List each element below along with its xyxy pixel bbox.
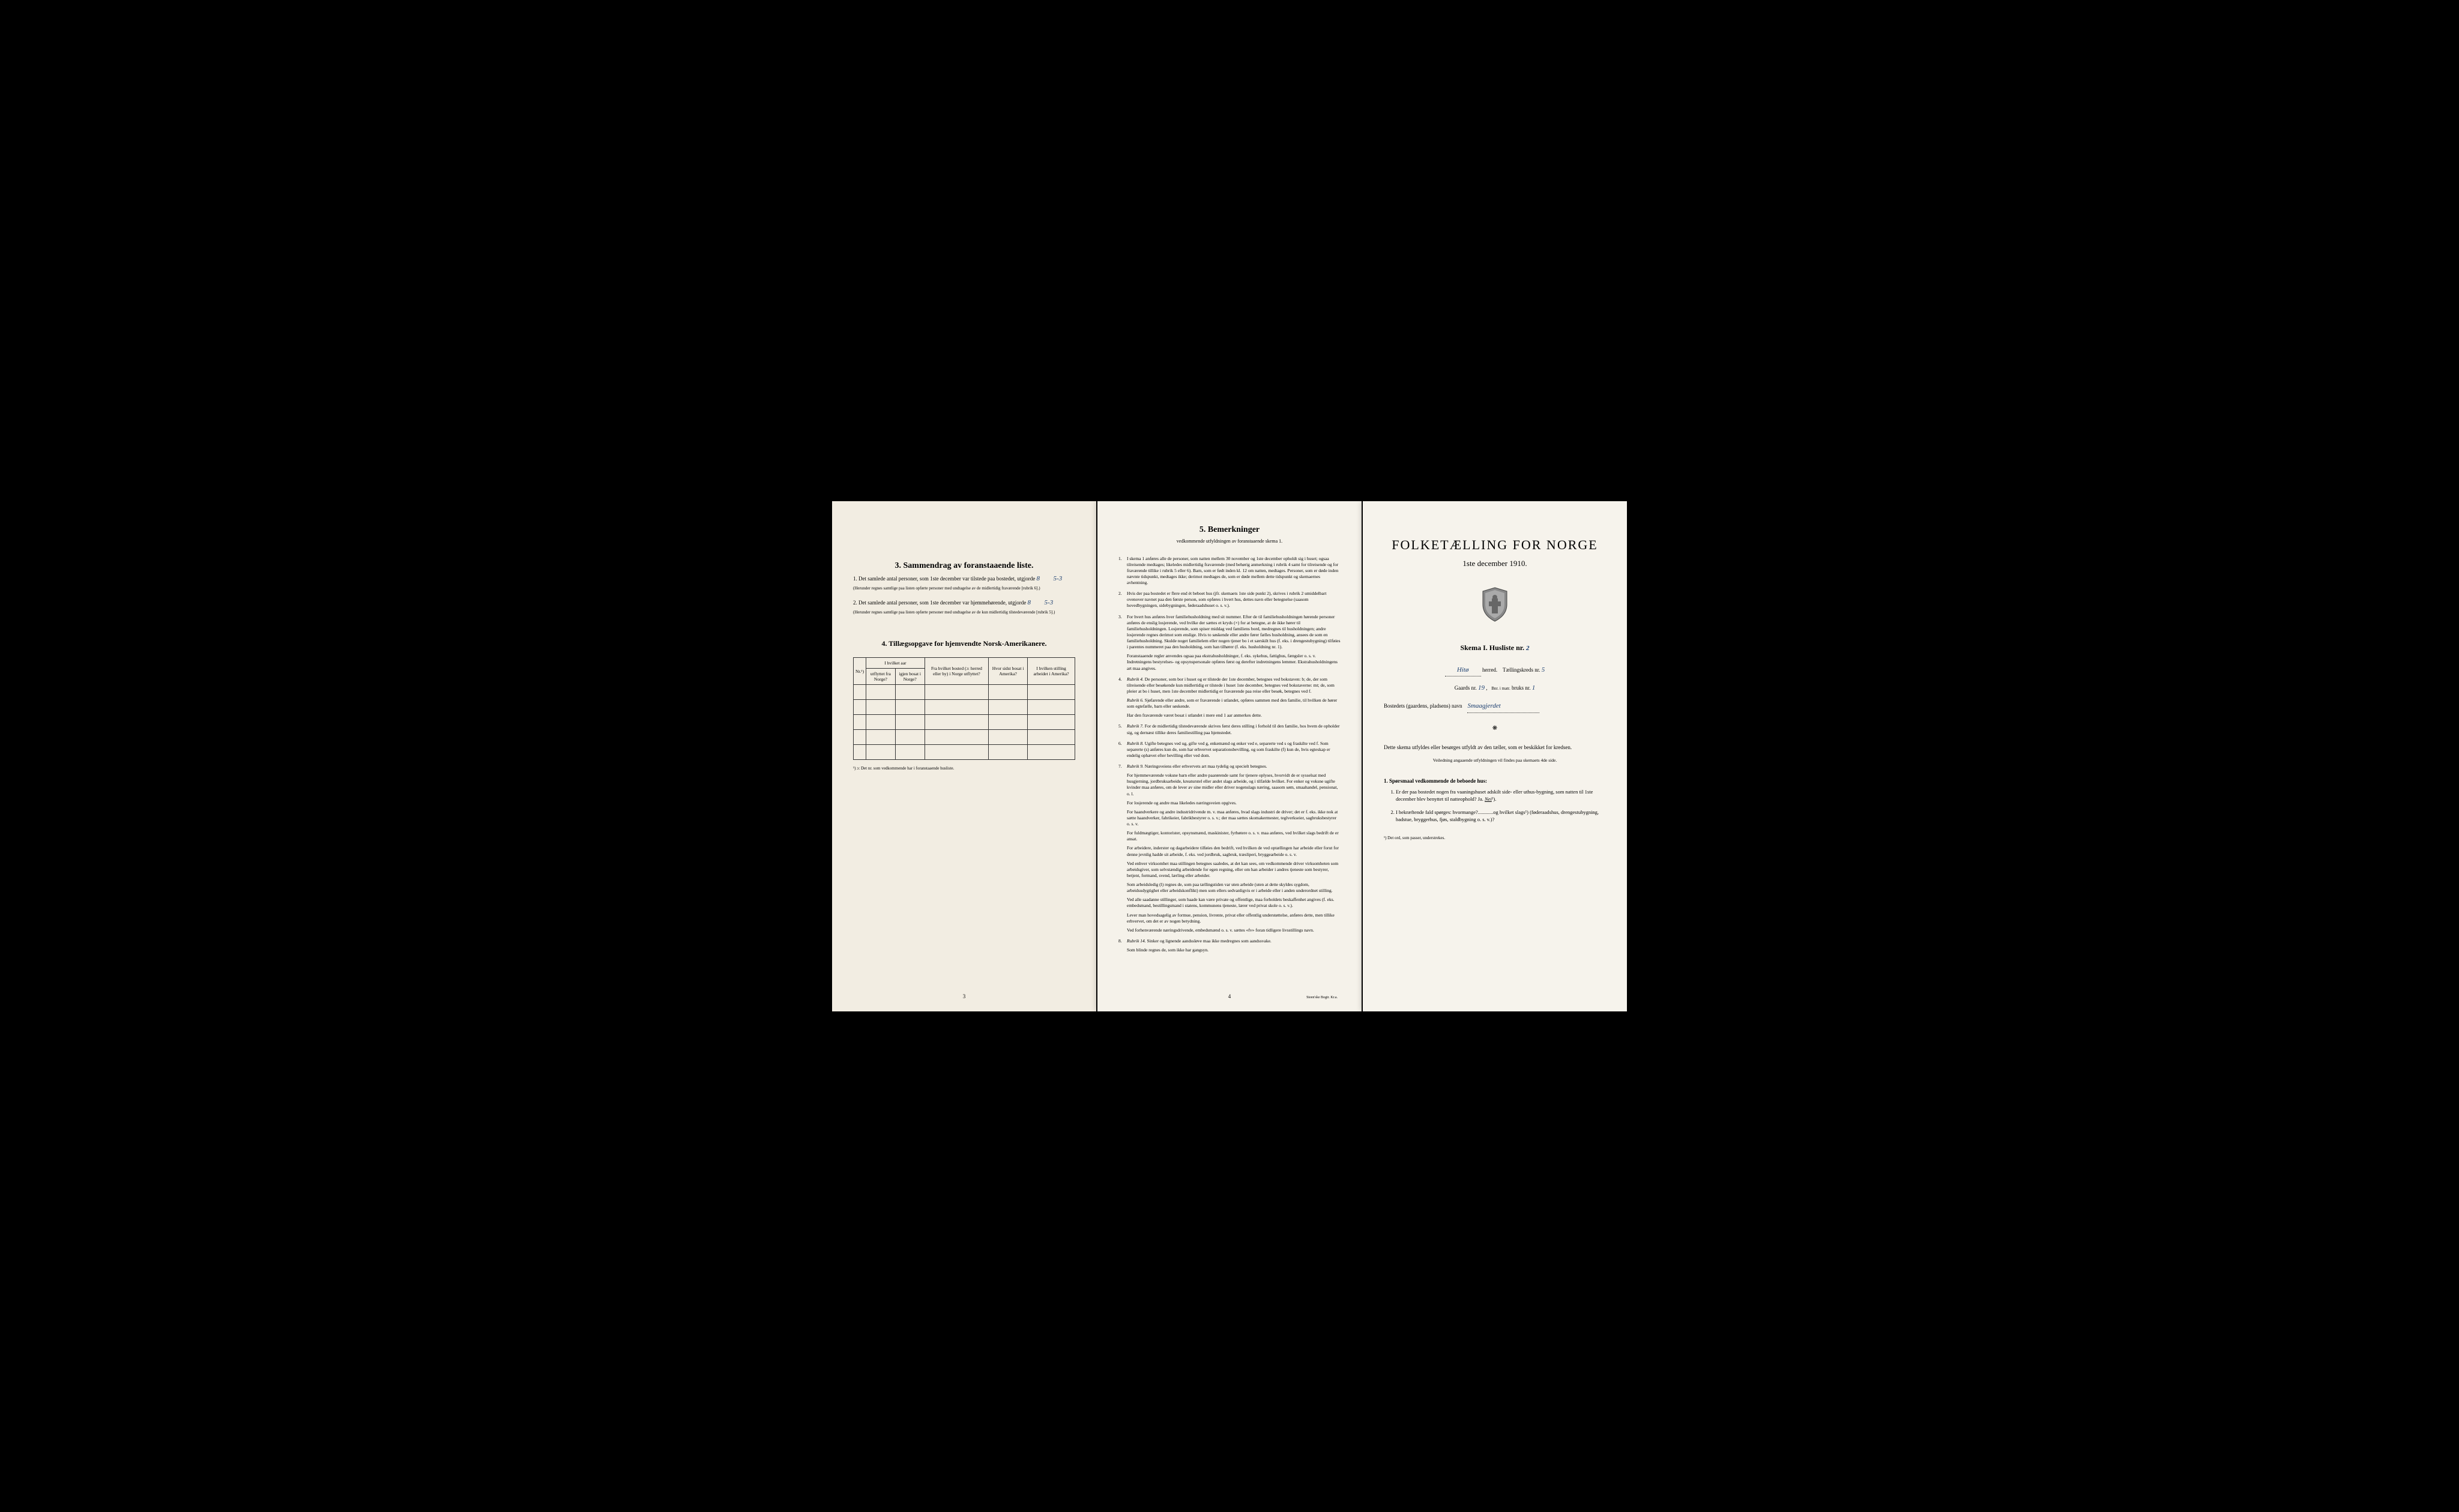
col-bosted: Fra hvilket bosted (ɔ: herred eller by) … [925,658,988,685]
kreds-value: 5 [1542,666,1545,673]
page-right: FOLKETÆLLING FOR NORGE 1ste december 191… [1363,501,1627,1011]
section3-title: 3. Sammendrag av foranstaaende liste. [853,561,1075,571]
col-igjen: igjen bosat i Norge? [895,669,925,685]
emigrant-table: Nr.¹) I hvilket aar Fra hvilket bosted (… [853,657,1075,760]
section3-question2: 2. Det samlede antal personer, som 1ste … [853,598,1075,615]
col-group: I hvilket aar [866,658,925,669]
page-center: 5. Bemerkninger vedkommende utfyldningen… [1097,501,1362,1011]
bosted-value: Smaagjerdet [1467,700,1539,713]
document-spread: 3. Sammendrag av foranstaaende liste. 1.… [832,501,1627,1011]
skema-nr: 2 [1526,645,1530,652]
main-title: FOLKETÆLLING FOR NORGE [1384,537,1606,553]
date-line: 1ste december 1910. [1384,559,1606,568]
bosted-field: Bostedets (gaardens, pladsens) navn Smaa… [1384,700,1606,713]
remark-item: 7.Rubrik 9. Næringsveiens eller erhverve… [1118,764,1341,933]
col-nr: Nr.¹) [854,658,866,685]
page-left: 3. Sammendrag av foranstaaende liste. 1.… [832,501,1096,1011]
q2-handwritten-note: 5-3 [1045,599,1054,606]
col-stilling: I hvilken stilling arbeidet i Amerika? [1028,658,1075,685]
instruction-main: Dette skema utfyldes eller besørges utfy… [1384,744,1606,752]
table-row [854,745,1075,760]
herred-value: Hitø [1445,664,1481,677]
q2-handwritten-value: 8 [1028,599,1031,606]
remark-item: 3.For hvert hus anføres hver familiehush… [1118,614,1341,672]
herred-field: Hitø herred. Tællingskreds nr. 5 [1384,664,1606,677]
coat-of-arms-icon [1384,586,1606,625]
q1-handwritten-note: 5-3 [1054,575,1063,582]
section4-title: 4. Tillægsopgave for hjemvendte Norsk-Am… [853,639,1075,648]
gaards-field: Gaards nr. 19 , Bnr. i matr. bruks nr. 1 [1384,682,1606,694]
questions-list: Er der paa bostedet nogen fra vaaningshu… [1384,789,1606,824]
page-number-center: 4 [1228,993,1231,999]
remark-item: 6.Rubrik 8. Ugifte betegnes ved ug, gift… [1118,741,1341,759]
questions-section: 1. Spørsmaal vedkommende de beboede hus:… [1384,778,1606,824]
instruction-sub: Veiledning angaaende utfyldningen vil fi… [1384,758,1606,763]
page-number-left: 3 [963,993,966,999]
gaards-value: 19 [1478,684,1485,691]
question-item: Er der paa bostedet nogen fra vaaningshu… [1396,789,1606,803]
divider-icon: ❋ [1384,725,1606,732]
right-footnote: ¹) Det ord, som passer, understrekes. [1384,836,1606,840]
section5-title: 5. Bemerkninger [1118,525,1341,535]
skema-line: Skema I. Husliste nr. 2 [1384,643,1606,652]
remark-item: 2.Hvis der paa bostedet er flere end ét … [1118,591,1341,609]
question-item: I bekræftende fald spørges: hvormange?..… [1396,809,1606,824]
bruks-value: 1 [1532,684,1536,691]
table-row [854,730,1075,745]
table-row [854,685,1075,700]
section5-subtitle: vedkommende utfyldningen av foranstaaend… [1118,538,1341,544]
remark-item: 5.Rubrik 7. For de midlertidig tilstedev… [1118,723,1341,735]
remarks-list: 1.I skema 1 anføres alle de personer, so… [1118,556,1341,954]
section4-footnote: ¹) ɔ: Det nr. som vedkommende har i fora… [853,766,1075,771]
remark-item: 4.Rubrik 4. De personer, som bor i huset… [1118,676,1341,719]
table-row [854,700,1075,715]
questions-heading: 1. Spørsmaal vedkommende de beboede hus: [1384,778,1606,784]
col-sidst: Hvor sidst bosat i Amerika? [989,658,1028,685]
section3-question1: 1. Det samlede antal personer, som 1ste … [853,574,1075,591]
table-row [854,715,1075,730]
q1-handwritten-value: 8 [1037,575,1040,582]
col-utflyttet: utflyttet fra Norge? [866,669,896,685]
remark-item: 8.Rubrik 14. Sinker og lignende aandsslø… [1118,938,1341,953]
remark-item: 1.I skema 1 anføres alle de personer, so… [1118,556,1341,586]
printer-mark: Steen'ske Bogtr. Kr.a. [1306,996,1338,999]
